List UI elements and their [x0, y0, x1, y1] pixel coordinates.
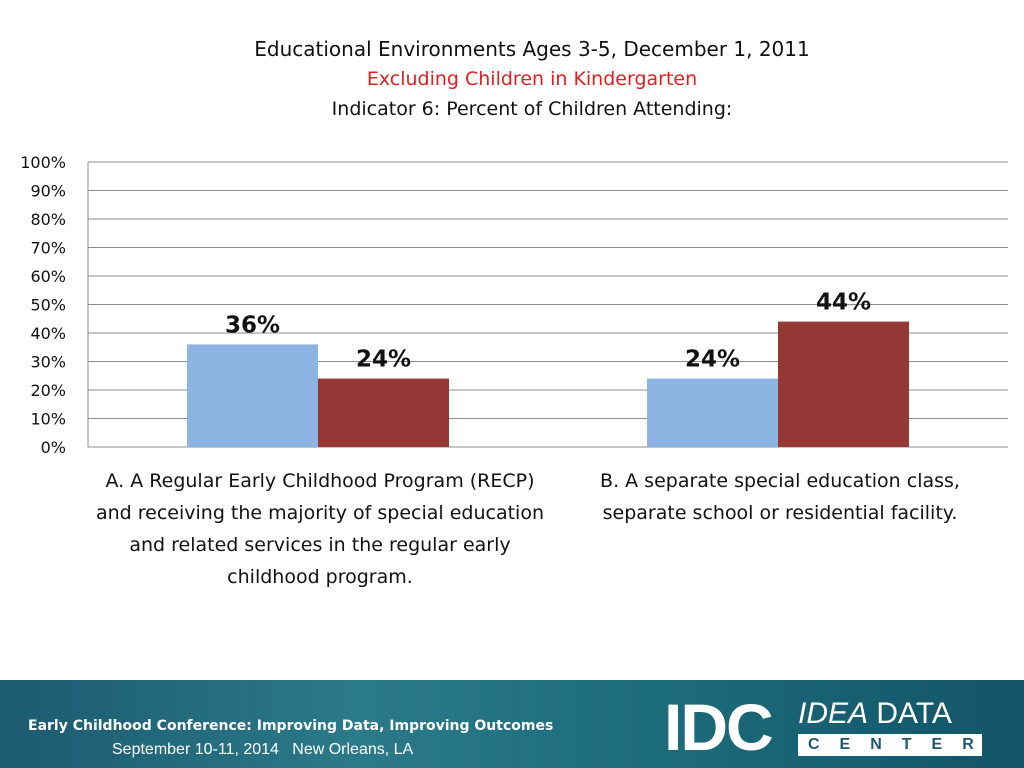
chart-subtitle: Excluding Children in Kindergarten	[366, 68, 698, 90]
y-tick-label: 70%	[30, 239, 66, 258]
footer-banner: Early Childhood Conference: Improving Da…	[0, 680, 1024, 768]
logo-center-text: CENTER	[798, 734, 982, 756]
bar-chart: 0% 10% 20% 30% 40% 50% 60% 70% 80% 90% 100% 36% 24% 2…	[20, 153, 1008, 457]
data-label: 24%	[356, 347, 411, 373]
data-label: 24%	[685, 347, 740, 373]
category-label-b: B. A separate special education class, se…	[565, 465, 995, 529]
category-label-line: B. A separate special education class,	[600, 470, 960, 492]
logo-data-text: DATA	[876, 697, 952, 730]
y-tick-label: 90%	[30, 182, 66, 201]
y-tick-label: 40%	[30, 324, 66, 343]
category-label-line: and related services in the regular earl…	[129, 534, 511, 556]
category-label-a: A. A Regular Early Childhood Program (RE…	[70, 465, 570, 593]
y-tick-label: 10%	[30, 410, 66, 429]
bar	[647, 378, 778, 447]
conference-dates: September 10-11, 2014 New Orleans, LA	[112, 741, 414, 758]
bar	[187, 344, 318, 447]
bar	[778, 321, 909, 447]
chart-title: Educational Environments Ages 3-5, Decem…	[254, 37, 810, 61]
y-tick-label: 60%	[30, 267, 66, 286]
category-label-line: and receiving the majority of special ed…	[95, 502, 544, 524]
data-label: 36%	[225, 312, 280, 338]
data-label: 44%	[816, 290, 871, 316]
idc-logo: IDC IDEA DATA CENTER	[664, 694, 984, 760]
category-label-line: A. A Regular Early Childhood Program (RE…	[105, 470, 535, 492]
y-tick-label: 100%	[20, 153, 66, 172]
category-label-line: separate school or residential facility.	[602, 502, 958, 524]
y-tick-label: 20%	[30, 381, 66, 400]
chart-subtitle-2: Indicator 6: Percent of Children Attendi…	[331, 98, 733, 120]
category-label-line: childhood program.	[227, 566, 413, 588]
bar	[318, 378, 449, 447]
y-tick-label: 50%	[30, 296, 66, 315]
y-tick-label: 80%	[30, 210, 66, 229]
logo-idea-data: IDEA DATA	[798, 698, 952, 730]
logo-idc-text: IDC	[664, 690, 774, 764]
chart-titles: Educational Environments Ages 3-5, Decem…	[0, 34, 1024, 124]
logo-idea-text: IDEA	[798, 697, 869, 730]
y-tick-label: 30%	[30, 353, 66, 372]
conference-title: Early Childhood Conference: Improving Da…	[28, 718, 554, 734]
y-tick-label: 0%	[41, 438, 66, 457]
